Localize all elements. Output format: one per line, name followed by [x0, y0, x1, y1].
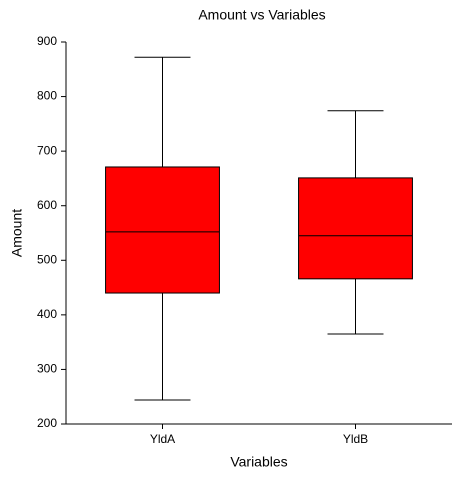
box — [298, 177, 413, 280]
x-tick-label: YldA — [150, 432, 175, 446]
y-tick-label: 500 — [37, 252, 57, 266]
box — [105, 166, 220, 294]
y-tick-label: 600 — [37, 198, 57, 212]
y-tick-label: 200 — [37, 416, 57, 430]
y-tick-label: 300 — [37, 362, 57, 376]
y-tick-label: 700 — [37, 143, 57, 157]
x-axis-label: Variables — [230, 454, 287, 470]
y-tick-label: 400 — [37, 307, 57, 321]
y-axis-label: Amount — [9, 209, 25, 257]
x-tick-label: YldB — [343, 432, 368, 446]
y-tick-label: 800 — [37, 89, 57, 103]
chart-title: Amount vs Variables — [198, 7, 325, 23]
y-tick-label: 900 — [37, 34, 57, 48]
